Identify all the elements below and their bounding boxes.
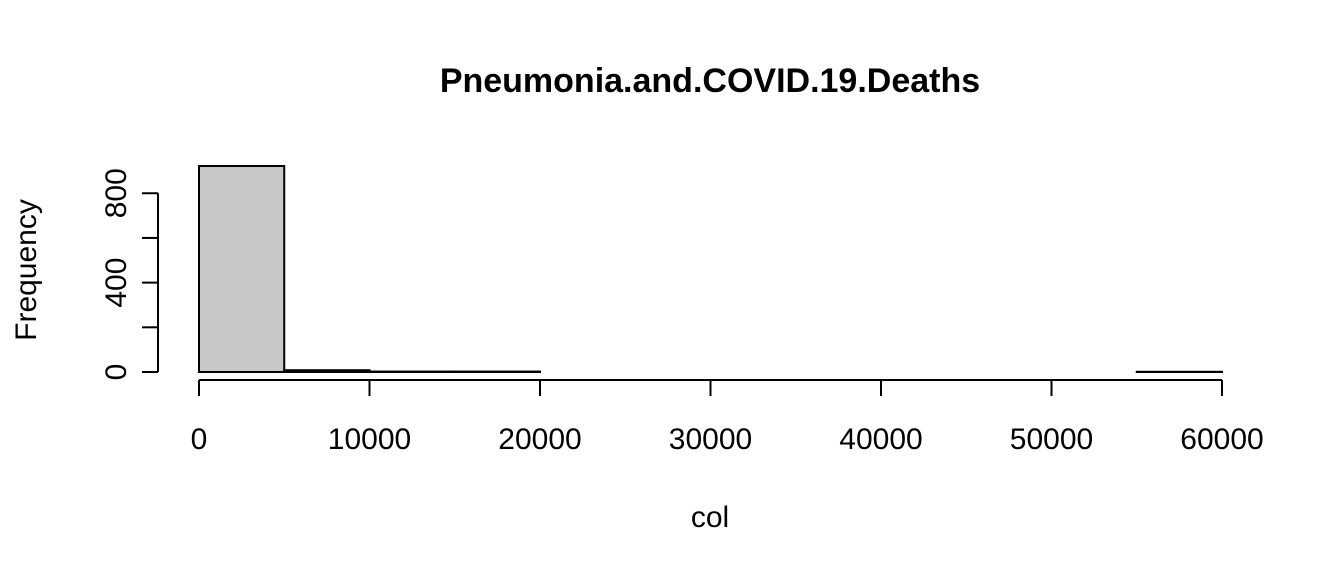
histogram-bar bbox=[283, 369, 371, 374]
x-axis-title: col bbox=[691, 501, 729, 534]
x-tick-label: 30000 bbox=[669, 423, 752, 456]
chart-title: Pneumonia.and.COVID.19.Deaths bbox=[440, 62, 980, 100]
x-tick-label: 10000 bbox=[328, 423, 411, 456]
x-tick-label: 60000 bbox=[1180, 423, 1263, 456]
x-tick-label: 0 bbox=[191, 423, 208, 456]
histogram-bar bbox=[198, 165, 286, 373]
y-axis-title: Frequency bbox=[10, 199, 43, 341]
x-axis: 0 10000 20000 30000 40000 50000 60000 bbox=[191, 379, 1264, 456]
x-tick-label: 50000 bbox=[1010, 423, 1093, 456]
y-tick-label: 800 bbox=[100, 168, 133, 218]
bars-group bbox=[198, 165, 1223, 374]
y-tick-label: 400 bbox=[100, 258, 133, 308]
x-tick-label: 40000 bbox=[839, 423, 922, 456]
x-tick-label: 20000 bbox=[498, 423, 581, 456]
y-tick-label: 0 bbox=[100, 364, 133, 381]
y-axis: 0 400 800 bbox=[100, 168, 159, 381]
